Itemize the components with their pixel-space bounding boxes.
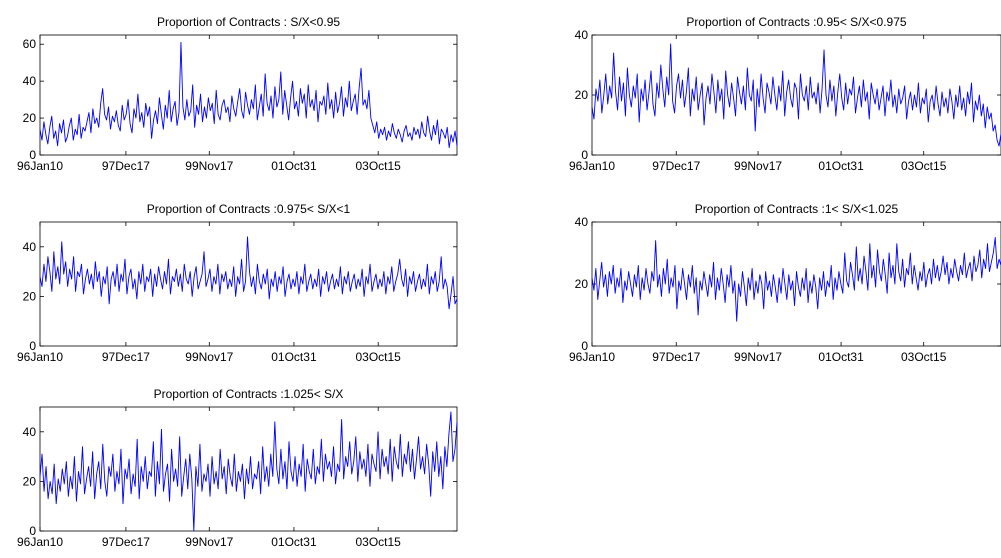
x-tick-label: 96Jan10 (569, 350, 615, 364)
series-line-1 (39, 411, 458, 532)
series-line-1 (591, 237, 1001, 322)
chart-panel-3: Proportion of Contracts :0.975< S/X<1 0 20… (17, 202, 458, 364)
x-tick-label: 01Oct31 (818, 350, 864, 364)
x-tick-label: 96Jan10 (17, 535, 63, 549)
chart-title: Proportion of Contracts :1.025< S/X (154, 387, 344, 401)
x-tick-label: 96Jan10 (17, 159, 63, 173)
chart-title: Proportion of Contracts :1< S/X<1.025 (695, 202, 899, 216)
x-tick-label: 01Oct31 (271, 159, 317, 173)
x-tick-label: 03Oct15 (355, 350, 401, 364)
y-tick-label: 0 (29, 339, 36, 353)
y-tick-label: 40 (575, 28, 589, 42)
y-tick-label: 60 (23, 37, 37, 51)
x-tick-label: 01Oct31 (271, 350, 317, 364)
x-tick-label: 97Dec17 (102, 535, 150, 549)
x-tick-label: 03Oct15 (901, 159, 947, 173)
chart-panel-1: Proportion of Contracts : S/X<0.95 0 20 40 6… (17, 15, 458, 173)
x-tick-label: 96Jan10 (569, 159, 615, 173)
chart-panel-2: Proportion of Contracts :0.95< S/X<0.975… (569, 15, 1001, 173)
y-tick-label: 0 (29, 524, 36, 538)
series-line-1 (591, 43, 1001, 147)
x-tick-label: 99Nov17 (185, 159, 233, 173)
y-tick-label: 40 (23, 74, 37, 88)
chart-title: Proportion of Contracts : S/X<0.95 (157, 15, 340, 29)
x-tick-label: 03Oct15 (901, 350, 947, 364)
chart-title: Proportion of Contracts :0.95< S/X<0.975 (686, 15, 906, 29)
x-tick-label: 96Jan10 (17, 350, 63, 364)
plot-frame (39, 221, 458, 347)
y-tick-label: 20 (23, 474, 37, 488)
x-tick-label: 03Oct15 (355, 535, 401, 549)
chart-title: Proportion of Contracts :0.975< S/X<1 (147, 202, 351, 216)
x-tick-label: 01Oct31 (818, 159, 864, 173)
x-tick-label: 99Nov17 (734, 159, 782, 173)
y-tick-label: 40 (23, 425, 37, 439)
plot-frame (39, 406, 458, 532)
y-tick-label: 0 (581, 148, 588, 162)
y-tick-label: 20 (575, 88, 589, 102)
x-tick-label: 99Nov17 (185, 535, 233, 549)
x-tick-label: 99Nov17 (734, 350, 782, 364)
series-line-1 (39, 236, 458, 310)
plot-frame (39, 34, 458, 156)
x-tick-label: 99Nov17 (185, 350, 233, 364)
x-tick-label: 97Dec17 (652, 159, 700, 173)
y-tick-label: 0 (29, 148, 36, 162)
x-tick-label: 97Dec17 (102, 350, 150, 364)
y-tick-label: 0 (581, 339, 588, 353)
y-tick-label: 20 (23, 289, 37, 303)
y-tick-label: 20 (575, 277, 589, 291)
x-tick-label: 97Dec17 (652, 350, 700, 364)
y-tick-label: 40 (23, 240, 37, 254)
y-tick-label: 40 (575, 215, 589, 229)
x-tick-label: 97Dec17 (102, 159, 150, 173)
chart-panel-4: Proportion of Contracts :1< S/X<1.025 0 20… (569, 202, 1001, 364)
chart-panel-5: Proportion of Contracts :1.025< S/X 0 20 40… (17, 387, 458, 549)
x-tick-label: 01Oct31 (271, 535, 317, 549)
series-line-1 (39, 41, 458, 149)
y-tick-label: 20 (23, 111, 37, 125)
x-tick-label: 03Oct15 (355, 159, 401, 173)
